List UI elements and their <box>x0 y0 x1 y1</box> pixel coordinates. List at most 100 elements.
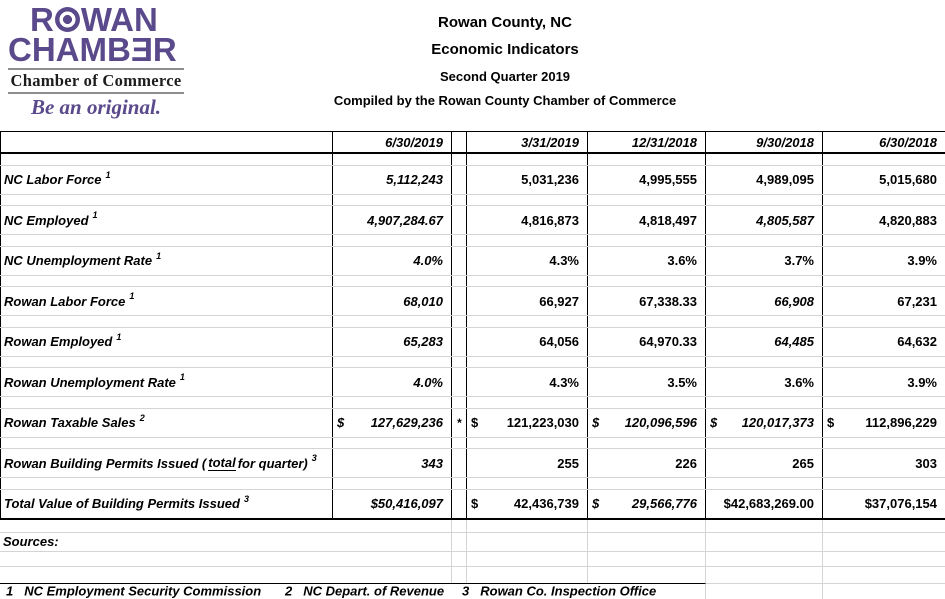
cell-value: $29,566,776 <box>588 489 706 518</box>
note-cell <box>452 368 467 396</box>
row-label: Rowan Labor Force 1 <box>0 287 333 315</box>
note-cell <box>452 206 467 234</box>
footnotes-cell: 1 NC Employment Security Commission 2 NC D… <box>0 582 706 599</box>
spacer-row <box>0 551 945 567</box>
cell-value: 3.9% <box>907 253 937 268</box>
cell-value: 3.6% <box>706 368 823 396</box>
cell-value: 64,970.33 <box>588 327 706 356</box>
cell-value: 3.5% <box>588 368 706 396</box>
dollar-sign: $ <box>827 415 835 430</box>
table-row: NC Employed 1 4,907,284.67 4,816,873 4,81… <box>0 206 945 234</box>
footnote-superscript: 1 <box>105 169 111 180</box>
spacer-row <box>0 274 945 287</box>
cell-value: $42,436,739 <box>467 489 588 518</box>
spacer-row <box>0 193 945 206</box>
cell-value: $120,096,596 <box>588 408 706 437</box>
header-empty-cell <box>0 132 333 152</box>
footnote-superscript: 1 <box>129 291 135 301</box>
row-label: Rowan Taxable Sales 2 <box>0 408 333 437</box>
spacer-row <box>0 355 945 368</box>
cell-value: 343 <box>333 449 452 477</box>
cell-value: 255 <box>467 449 588 477</box>
title-county: Rowan County, NC <box>438 14 572 31</box>
logo-tagline: Chamber of Commerce <box>10 71 182 90</box>
cell-value: 4.0% <box>333 368 452 396</box>
table-row: Rowan Unemployment Rate 1 4.0% 4.3% 3.5% … <box>0 368 945 396</box>
title-quarter: Second Quarter 2019 <box>439 69 571 84</box>
row-label: Rowan Building Permits Issued ( total fo… <box>0 449 333 477</box>
cell-value: 226 <box>588 449 706 477</box>
cell-value: $112,896,229 <box>827 415 937 430</box>
note-cell <box>452 287 467 315</box>
logo-letters-wan: WAN <box>80 1 158 38</box>
cell-value: 4,820,883 <box>879 212 937 228</box>
row-label: Total Value of Building Permits Issued 3 <box>0 489 333 518</box>
table-main-area: 6/30/2019 3/31/2019 12/31/2018 9/30/2018… <box>0 131 945 520</box>
spacer-row <box>0 315 945 328</box>
cell-value: 5,112,243 <box>333 165 452 194</box>
logo-letters-chamb: CHAMB <box>8 31 131 68</box>
logo-tagline-rule: Chamber of Commerce <box>8 68 184 94</box>
cell-value: 5,015,680 <box>879 172 937 187</box>
note-cell <box>452 489 467 518</box>
note-cell <box>452 165 467 194</box>
table-footer-area: Sources: 1 NC Employment Security Commiss… <box>0 519 945 599</box>
cell-value: $42,683,269.00 <box>706 489 823 518</box>
table-header-row: 6/30/2019 3/31/2019 12/31/2018 9/30/2018… <box>0 131 945 154</box>
spacer-row <box>0 566 945 583</box>
title-report: Economic Indicators <box>431 41 579 58</box>
title-compiled-by: Compiled by the Rowan County Chamber of … <box>333 93 677 108</box>
dollar-sign: $ <box>337 415 345 430</box>
footnote-superscript: 1 <box>92 210 98 220</box>
dollar-sign: $ <box>592 496 600 511</box>
footnotes-row: 1 NC Employment Security Commission 2 NC D… <box>0 582 945 599</box>
footnote-superscript: 3 <box>243 493 249 504</box>
cell-value: 64,485 <box>706 327 823 356</box>
sources-row: Sources: <box>0 532 945 552</box>
bullseye-o-icon <box>54 7 80 32</box>
dollar-sign: $ <box>471 496 479 511</box>
table-row: NC Labor Force 1 5,112,243 5,031,236 4,99… <box>0 165 945 194</box>
cell-value: 4.0% <box>333 246 452 275</box>
footnote-source-1: 1 NC Employment Security Commission <box>6 583 262 599</box>
table-row: Rowan Taxable Sales 2 $127,629,236 * $121… <box>0 408 945 437</box>
note-cell <box>452 449 467 477</box>
cell-value: 5,031,236 <box>467 165 588 194</box>
cell-value: 4,995,555 <box>588 165 706 194</box>
logo-slogan: Be an original. <box>30 95 162 119</box>
cell-value: $37,076,154 <box>864 496 937 511</box>
asterisk-note-cell: * <box>452 408 467 437</box>
cell-value: 303 <box>915 455 937 471</box>
cell-value: 66,908 <box>706 287 823 315</box>
cell-value: 4.3% <box>467 246 588 275</box>
footnote-source-3: 3 Rowan Co. Inspection Office <box>462 583 657 599</box>
date-header: 6/30/2019 <box>333 132 452 152</box>
date-header: 3/31/2019 <box>467 132 588 152</box>
cell-value: 4,989,095 <box>706 165 823 194</box>
cell-value: 65,283 <box>333 327 452 356</box>
table-row: Total Value of Building Permits Issued 3 … <box>0 489 945 518</box>
cell-value: 66,927 <box>467 287 588 315</box>
cell-value: 67,338.33 <box>588 287 706 315</box>
row-label: NC Labor Force 1 <box>0 165 333 194</box>
row-label: NC Unemployment Rate 1 <box>0 246 333 275</box>
date-header: 12/31/2018 <box>588 132 706 152</box>
cell-value: 4,805,587 <box>706 206 823 234</box>
cell-value: 3.6% <box>588 246 706 275</box>
logo-letter-r: R <box>30 1 54 38</box>
spacer-row <box>0 396 945 409</box>
footnote-superscript: 3 <box>311 453 317 463</box>
dollar-sign: $ <box>592 415 600 430</box>
spacer-row <box>0 519 945 533</box>
table-row: Rowan Labor Force 1 68,010 66,927 67,338.… <box>0 287 945 315</box>
footnote-superscript: 1 <box>156 250 162 261</box>
cell-value: 3.9% <box>907 374 937 390</box>
report-title-block: Rowan County, NC Economic Indicators Sec… <box>275 14 735 108</box>
dollar-sign: $ <box>471 415 479 430</box>
footnote-superscript: 1 <box>116 331 122 342</box>
rowan-chamber-logo: R WAN CHAMBER Chamber of Commerce Be an o… <box>8 2 193 120</box>
spacer-row <box>0 154 945 166</box>
row-label: Rowan Unemployment Rate 1 <box>0 368 333 396</box>
spacer-row <box>0 436 945 449</box>
